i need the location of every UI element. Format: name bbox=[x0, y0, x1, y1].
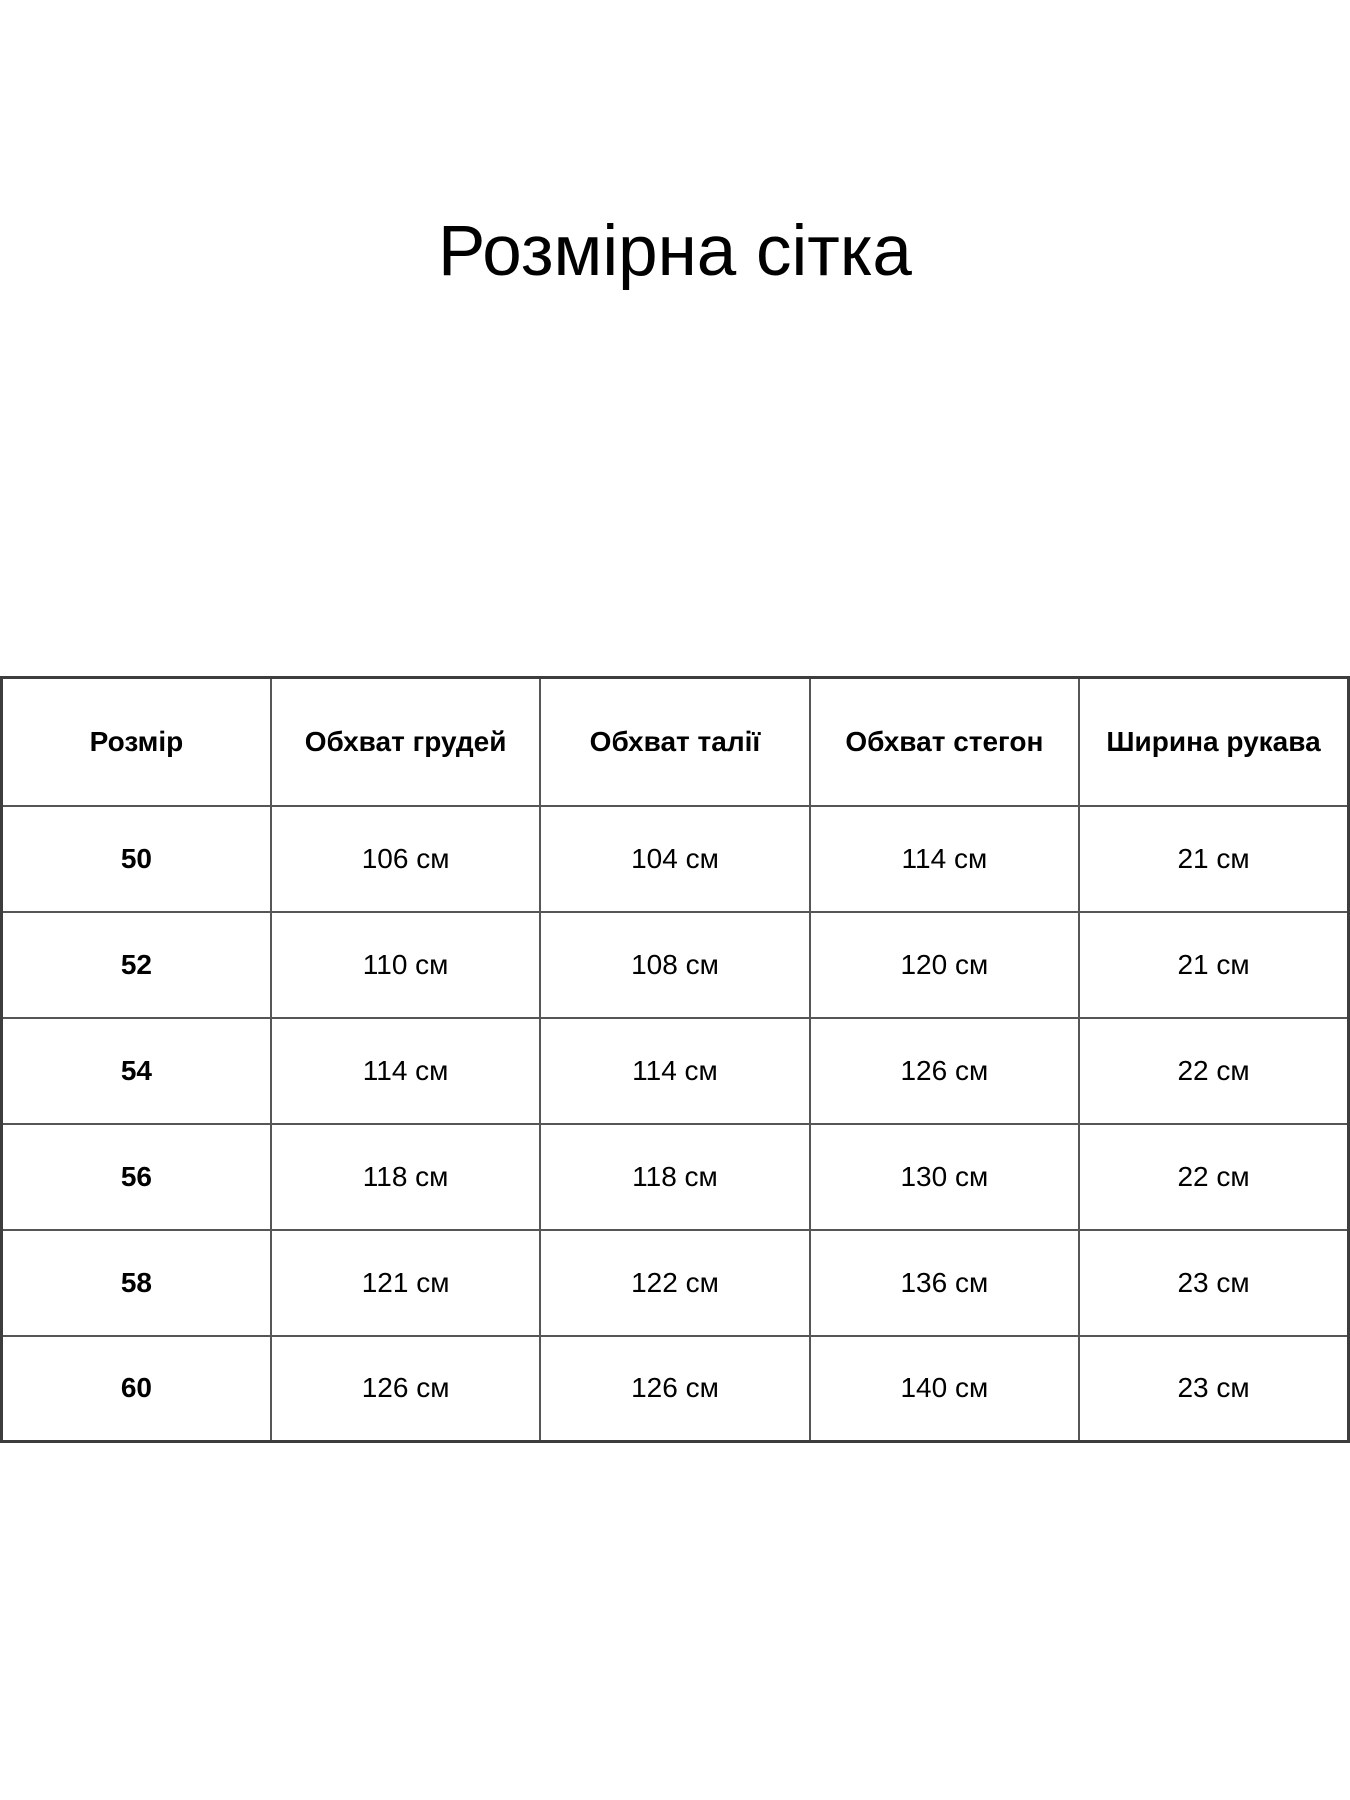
cell-size: 58 bbox=[0, 1228, 272, 1337]
cell-hips: 126 см bbox=[808, 1016, 1081, 1125]
cell-sleeve-width: 21 см bbox=[1078, 804, 1350, 913]
cell-waist: 126 см bbox=[539, 1334, 811, 1443]
cell-waist: 104 см bbox=[539, 804, 811, 913]
table-row: 60 126 см 126 см 140 см 23 см bbox=[0, 1334, 1350, 1443]
cell-size: 54 bbox=[0, 1016, 272, 1125]
cell-sleeve-width: 23 см bbox=[1078, 1228, 1350, 1337]
cell-hips: 140 см bbox=[808, 1334, 1081, 1443]
cell-chest: 121 см bbox=[269, 1228, 542, 1337]
size-table-body: 50 106 см 104 см 114 см 21 см 52 110 см … bbox=[0, 804, 1350, 1443]
table-row: 50 106 см 104 см 114 см 21 см bbox=[0, 804, 1350, 913]
column-header-size: Розмір bbox=[0, 676, 272, 807]
cell-size: 56 bbox=[0, 1122, 272, 1231]
cell-waist: 118 см bbox=[539, 1122, 811, 1231]
cell-hips: 114 см bbox=[808, 804, 1081, 913]
cell-hips: 120 см bbox=[808, 910, 1081, 1019]
table-row: 58 121 см 122 см 136 см 23 см bbox=[0, 1228, 1350, 1337]
cell-size: 52 bbox=[0, 910, 272, 1019]
cell-hips: 136 см bbox=[808, 1228, 1081, 1337]
cell-hips: 130 см bbox=[808, 1122, 1081, 1231]
column-header-waist: Обхват талії bbox=[539, 676, 811, 807]
table-row: 52 110 см 108 см 120 см 21 см bbox=[0, 910, 1350, 1019]
column-header-chest: Обхват грудей bbox=[269, 676, 542, 807]
cell-waist: 114 см bbox=[539, 1016, 811, 1125]
cell-sleeve-width: 22 см bbox=[1078, 1016, 1350, 1125]
table-row: 56 118 см 118 см 130 см 22 см bbox=[0, 1122, 1350, 1231]
size-table-container: Розмір Обхват грудей Обхват талії Обхват… bbox=[0, 676, 1350, 1443]
cell-chest: 106 см bbox=[269, 804, 542, 913]
header-row: Розмір Обхват грудей Обхват талії Обхват… bbox=[0, 676, 1350, 807]
cell-size: 60 bbox=[0, 1334, 272, 1443]
cell-size: 50 bbox=[0, 804, 272, 913]
cell-chest: 110 см bbox=[269, 910, 542, 1019]
page-title: Розмірна сітка bbox=[438, 212, 912, 291]
cell-chest: 114 см bbox=[269, 1016, 542, 1125]
column-header-sleeve-width: Ширина рукава bbox=[1078, 676, 1350, 807]
size-table: Розмір Обхват грудей Обхват талії Обхват… bbox=[0, 676, 1350, 1443]
cell-waist: 122 см bbox=[539, 1228, 811, 1337]
size-table-header: Розмір Обхват грудей Обхват талії Обхват… bbox=[0, 676, 1350, 807]
column-header-hips: Обхват стегон bbox=[808, 676, 1081, 807]
cell-sleeve-width: 22 см bbox=[1078, 1122, 1350, 1231]
cell-waist: 108 см bbox=[539, 910, 811, 1019]
cell-chest: 126 см bbox=[269, 1334, 542, 1443]
cell-sleeve-width: 23 см bbox=[1078, 1334, 1350, 1443]
cell-chest: 118 см bbox=[269, 1122, 542, 1231]
cell-sleeve-width: 21 см bbox=[1078, 910, 1350, 1019]
table-row: 54 114 см 114 см 126 см 22 см bbox=[0, 1016, 1350, 1125]
